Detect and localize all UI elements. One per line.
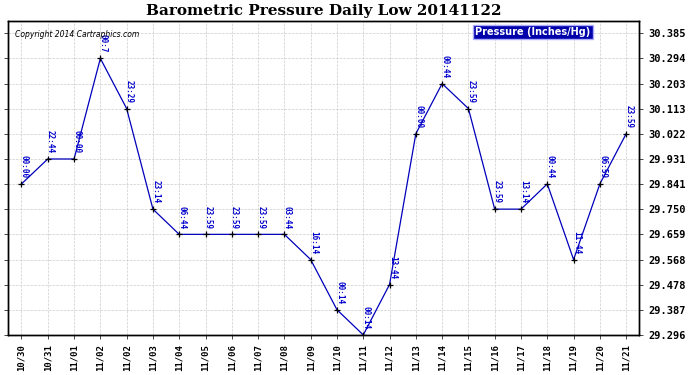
Text: 23:59: 23:59 xyxy=(204,206,213,229)
Text: Copyright 2014 Cartraphics.com: Copyright 2014 Cartraphics.com xyxy=(14,30,139,39)
Point xyxy=(384,282,395,288)
Text: 13:44: 13:44 xyxy=(388,256,397,279)
Text: 23:59: 23:59 xyxy=(493,180,502,204)
Point xyxy=(226,231,237,237)
Point xyxy=(620,131,631,137)
Text: 00:7: 00:7 xyxy=(99,34,108,53)
Point xyxy=(411,131,422,137)
Point xyxy=(463,105,474,111)
Point xyxy=(42,156,53,162)
Point xyxy=(357,332,368,338)
Text: 00:14: 00:14 xyxy=(335,281,344,304)
Point xyxy=(279,231,290,237)
Text: 00:44: 00:44 xyxy=(546,155,555,178)
Point xyxy=(594,181,605,187)
Text: Pressure (Inches/Hg): Pressure (Inches/Hg) xyxy=(475,27,591,37)
Text: 23:14: 23:14 xyxy=(151,180,160,204)
Point xyxy=(489,206,500,212)
Point xyxy=(331,307,342,313)
Text: 00:44: 00:44 xyxy=(440,55,449,78)
Text: 11:44: 11:44 xyxy=(572,231,581,254)
Point xyxy=(437,81,448,87)
Text: 13:14: 13:14 xyxy=(520,180,529,204)
Point xyxy=(515,206,526,212)
Text: 06:44: 06:44 xyxy=(177,206,186,229)
Point xyxy=(305,256,316,262)
Text: 03:44: 03:44 xyxy=(283,206,292,229)
Point xyxy=(148,206,159,212)
Text: 00:14: 00:14 xyxy=(362,306,371,329)
Point xyxy=(95,56,106,62)
Text: 23:59: 23:59 xyxy=(624,105,633,128)
Point xyxy=(542,181,553,187)
Text: 23:59: 23:59 xyxy=(257,206,266,229)
Point xyxy=(16,181,27,187)
Text: 06:59: 06:59 xyxy=(598,155,607,178)
Text: 23:59: 23:59 xyxy=(230,206,239,229)
Point xyxy=(121,105,132,111)
Text: 00:00: 00:00 xyxy=(414,105,423,128)
Point xyxy=(200,231,211,237)
Point xyxy=(253,231,264,237)
Text: 00:00: 00:00 xyxy=(20,155,29,178)
Text: 23:59: 23:59 xyxy=(466,80,475,103)
Title: Barometric Pressure Daily Low 20141122: Barometric Pressure Daily Low 20141122 xyxy=(146,4,502,18)
Point xyxy=(174,231,185,237)
Text: 00:00: 00:00 xyxy=(72,130,81,153)
Text: 23:29: 23:29 xyxy=(125,80,134,103)
Point xyxy=(68,156,79,162)
Text: 22:44: 22:44 xyxy=(46,130,55,153)
Text: 16:14: 16:14 xyxy=(309,231,318,254)
Point xyxy=(568,256,579,262)
